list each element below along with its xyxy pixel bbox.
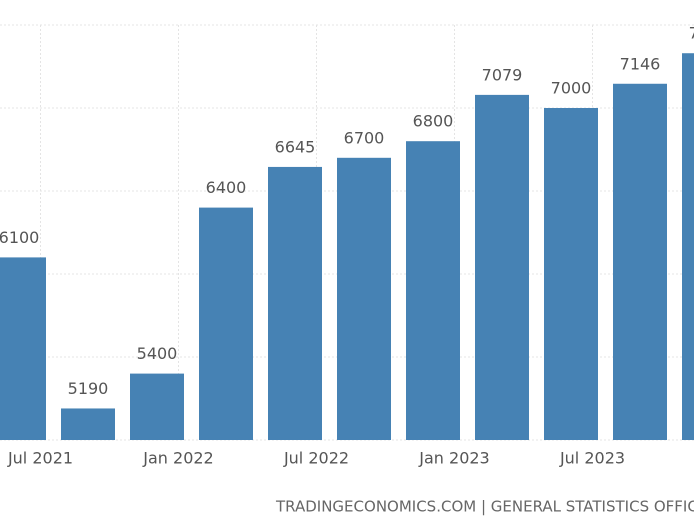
value-label: 5400 xyxy=(137,344,178,363)
value-label: 5190 xyxy=(68,379,109,398)
value-label: 7000 xyxy=(551,79,592,98)
bar xyxy=(268,166,322,440)
bar xyxy=(199,207,253,440)
bar xyxy=(337,157,391,441)
value-label: 6700 xyxy=(344,128,385,147)
bar xyxy=(544,108,598,440)
value-label: 6400 xyxy=(206,178,247,197)
bar xyxy=(130,373,184,440)
value-label: 6100 xyxy=(0,228,39,247)
value-label: 6800 xyxy=(413,112,454,131)
bar xyxy=(682,53,694,440)
value-label: 6645 xyxy=(275,137,316,156)
value-label: 7146 xyxy=(620,54,661,73)
x-tick-label: Jan 2022 xyxy=(142,449,213,468)
value-label: 7330 xyxy=(689,24,694,43)
bar xyxy=(613,83,667,440)
value-label: 7079 xyxy=(482,65,523,84)
x-tick-label: Jul 2023 xyxy=(559,449,625,468)
bar xyxy=(61,408,115,440)
x-tick-label: Jul 2022 xyxy=(283,449,349,468)
bar xyxy=(0,257,46,440)
x-tick-label: Jan 2023 xyxy=(418,449,489,468)
bar xyxy=(475,94,529,441)
x-tick-label: Jul 2021 xyxy=(7,449,73,468)
source: TRADINGECONOMICS.COM | GENERAL STATISTIC… xyxy=(275,498,694,516)
bar xyxy=(406,141,460,440)
